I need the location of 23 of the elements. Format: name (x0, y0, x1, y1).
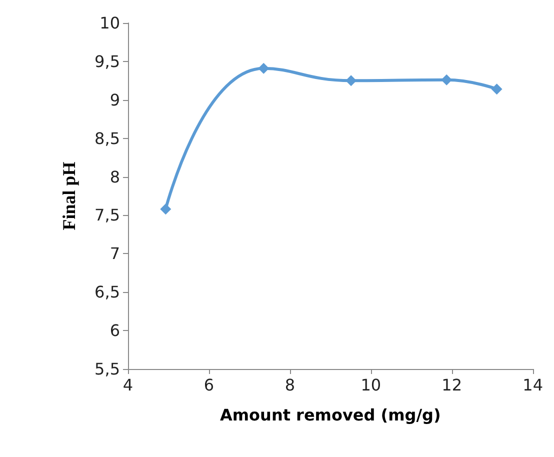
point (258, 62, 270, 74)
y-tick-label: 9,5 (94, 52, 120, 71)
x-tick-label: 10 (360, 376, 382, 394)
y-tick-label: 9 (110, 90, 120, 110)
point (160, 204, 172, 215)
point (441, 74, 452, 86)
y-axis-title: Final pH (59, 162, 79, 230)
y-tick-label: 7,5 (94, 206, 120, 225)
y-tick-label: 6,5 (94, 282, 120, 302)
x-tick-label: 4 (122, 376, 134, 394)
x-tick-label: 8 (284, 376, 296, 394)
x-axis-title: Amount removed (mg/g) (220, 406, 441, 424)
point (346, 75, 357, 86)
y-tick-label: 5,5 (94, 360, 120, 378)
y-tick-label: 6 (110, 321, 120, 340)
x-tick-label: 14 (522, 376, 543, 394)
y-tick-label: 8,5 (94, 128, 120, 148)
y-tick-label: 7 (110, 244, 120, 264)
y-tick-label: 8 (110, 167, 120, 186)
y-tick-label: 10 (100, 14, 120, 32)
point (491, 84, 502, 95)
x-tick-label: 12 (442, 376, 462, 394)
x-tick-label: 6 (204, 376, 214, 394)
